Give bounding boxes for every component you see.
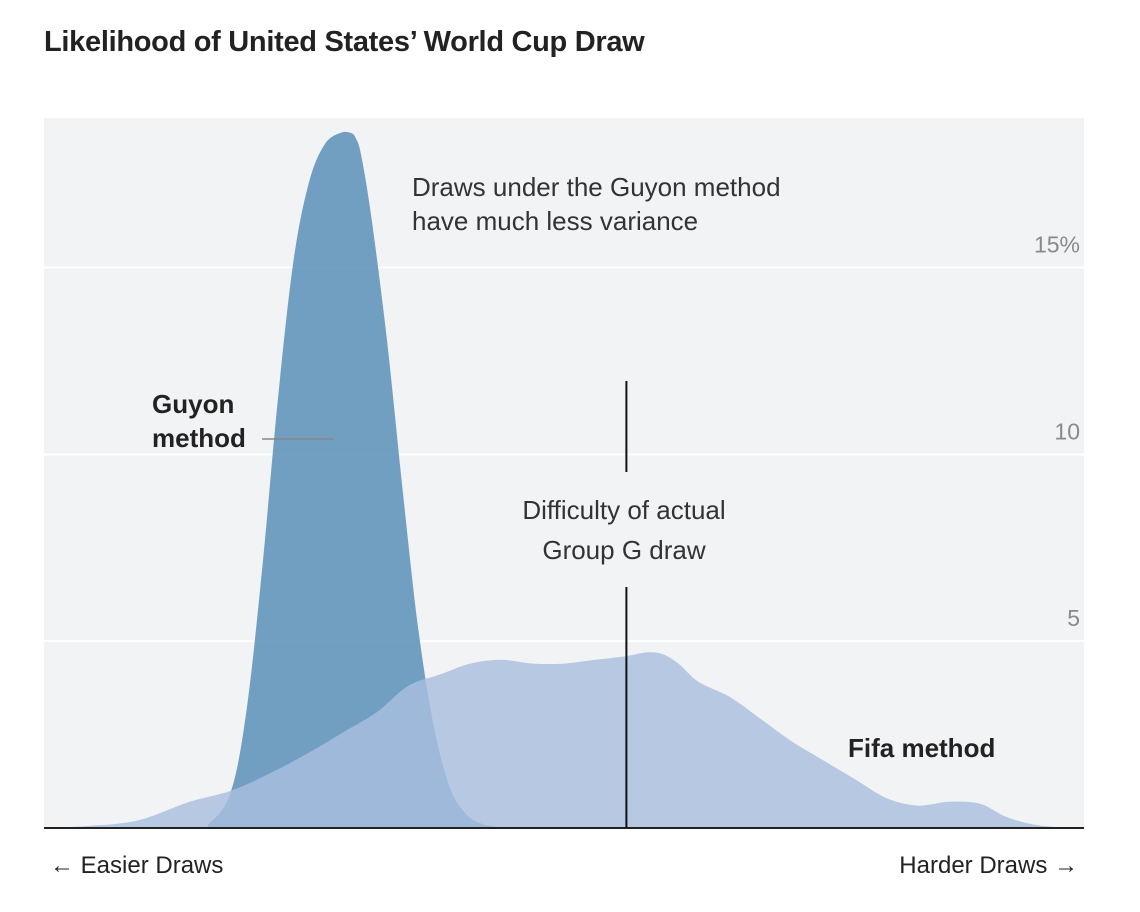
- y-tick-labels: 5 10 15%: [1034, 231, 1080, 631]
- guyon-density-area: [44, 131, 1084, 828]
- x-axis-right-label: Harder Draws →: [899, 852, 1078, 879]
- fifa-label: Fifa method: [848, 733, 995, 763]
- x-axis-left-label: ← Easier Draws: [50, 852, 224, 879]
- guyon-label-line-1: Guyon: [152, 389, 234, 419]
- chart-title: Likelihood of United States’ World Cup D…: [44, 26, 645, 58]
- gridlines: [44, 266, 1084, 643]
- actual-draw-note-line-1: Difficulty of actual: [522, 495, 725, 525]
- guyon-label-line-2: method: [152, 423, 246, 453]
- y-tick-label-15: 15%: [1034, 231, 1080, 257]
- y-tick-label-10: 10: [1054, 418, 1080, 444]
- fifa-density-area: [44, 652, 1084, 828]
- guyon-variance-note-line-1: Draws under the Guyon method: [412, 172, 781, 202]
- guyon-variance-note-line-2: have much less variance: [412, 206, 698, 236]
- y-tick-label-5: 5: [1067, 605, 1080, 631]
- actual-draw-note-line-2: Group G draw: [542, 535, 706, 565]
- series-areas: [44, 131, 1084, 828]
